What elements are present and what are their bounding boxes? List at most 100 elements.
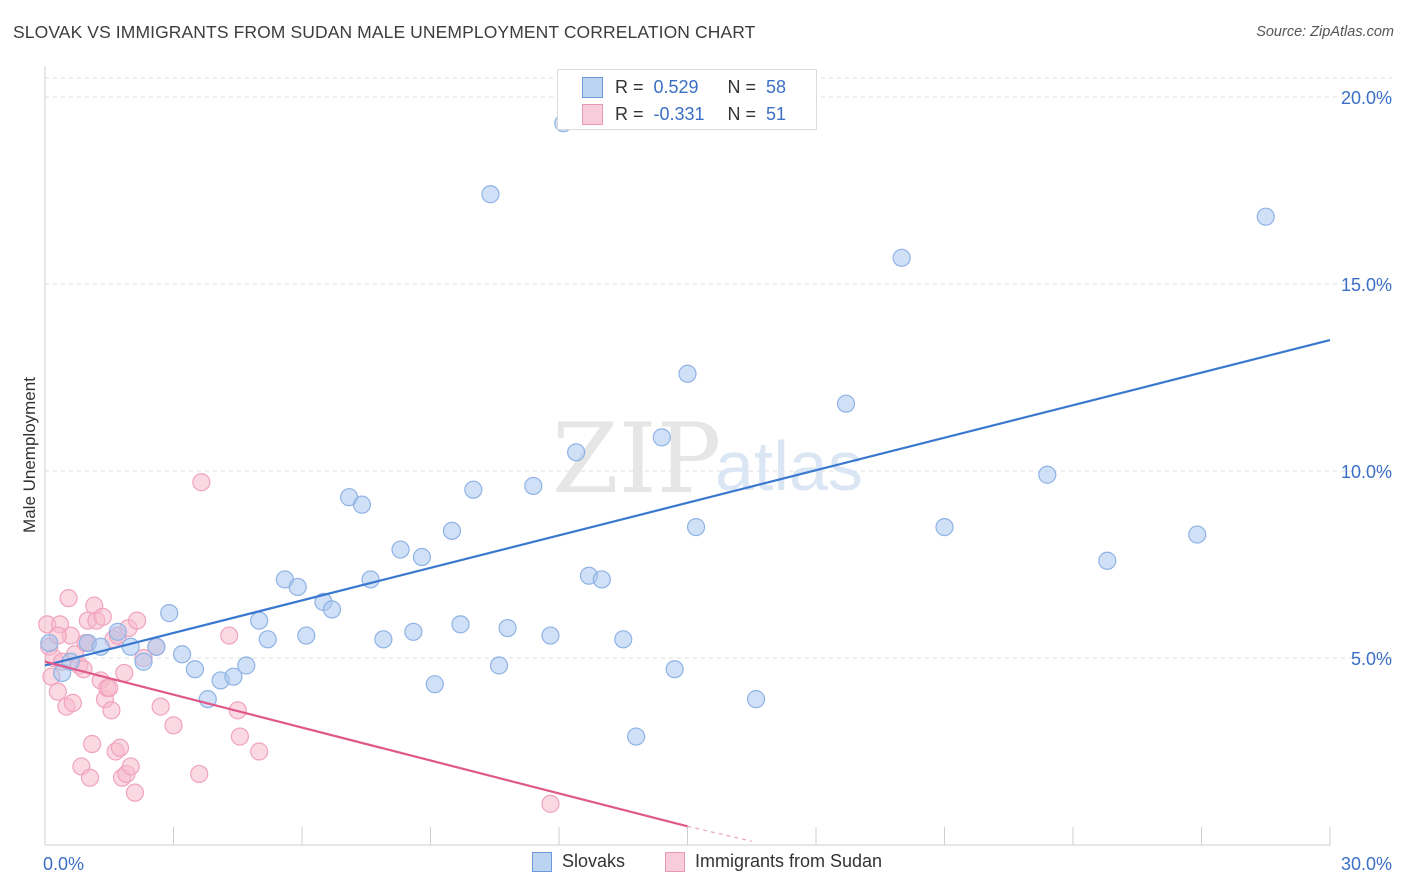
sudan-point xyxy=(190,764,209,784)
legend-row-slovaks: R = 0.529 N = 58 xyxy=(582,74,806,100)
sudan-point xyxy=(121,757,140,776)
series-sudan-points xyxy=(38,473,560,813)
y-tick-label: 5.0% xyxy=(1351,649,1392,669)
slovaks-point xyxy=(352,495,372,514)
sudan-point xyxy=(110,738,130,757)
correlation-legend: R = 0.529 N = 58 R = -0.331 N = 51 xyxy=(557,69,817,130)
slovaks-point xyxy=(489,656,509,675)
grid-lines xyxy=(45,77,1392,659)
sudan-point xyxy=(100,678,119,698)
legend-swatch-slovaks xyxy=(582,76,603,98)
legend-swatch-sudan xyxy=(582,103,603,125)
watermark-atlas: atlas xyxy=(715,427,863,505)
slovaks-point xyxy=(412,547,432,567)
legend-r-label: R = xyxy=(615,76,644,97)
sudan-point xyxy=(80,768,100,787)
sudan-point xyxy=(48,682,67,701)
series-legend-label-sudan: Immigrants from Sudan xyxy=(695,851,883,871)
slovaks-point xyxy=(250,611,269,630)
y-tick-label: 20.0% xyxy=(1341,88,1392,108)
slovaks-point xyxy=(498,618,517,638)
legend-n-label: N = xyxy=(727,76,757,97)
trendline-sudan xyxy=(44,660,688,828)
slovaks-point xyxy=(652,428,671,447)
slovaks-point xyxy=(147,637,166,656)
series-legend-swatch-slovaks xyxy=(532,851,552,872)
slovaks-point xyxy=(464,480,483,499)
slovaks-point xyxy=(1188,525,1207,544)
slovaks-point xyxy=(592,570,611,589)
slovaks-point xyxy=(374,630,393,649)
sudan-point xyxy=(115,663,134,683)
slovaks-point xyxy=(481,185,500,204)
slovaks-point xyxy=(322,600,342,619)
legend-n-value-sudan: 51 xyxy=(766,103,787,124)
slovaks-point xyxy=(160,604,179,623)
legend-n-label: N = xyxy=(727,103,757,124)
slovaks-point xyxy=(224,667,243,686)
slovaks-point xyxy=(258,630,277,649)
series-legend-slovaks[interactable]: Slovaks xyxy=(532,851,625,872)
slovaks-point xyxy=(836,394,856,413)
slovaks-point xyxy=(404,622,423,641)
y-tick-label: 10.0% xyxy=(1341,462,1392,482)
series-legend-sudan[interactable]: Immigrants from Sudan xyxy=(665,851,882,872)
slovaks-point xyxy=(892,248,911,267)
slovaks-point xyxy=(442,521,462,540)
legend-r-value-slovaks: 0.529 xyxy=(653,76,699,97)
slovaks-point xyxy=(935,517,954,537)
legend-r-value-sudan: -0.331 xyxy=(653,103,705,124)
slovaks-point xyxy=(134,652,153,671)
slovaks-point xyxy=(108,622,127,641)
sudan-point xyxy=(63,693,82,712)
slovaks-point xyxy=(686,517,706,537)
slovaks-point xyxy=(1098,551,1117,570)
slovaks-point xyxy=(567,443,586,462)
slovaks-point xyxy=(626,727,646,746)
chart-title: SLOVAK VS IMMIGRANTS FROM SUDAN MALE UNE… xyxy=(13,22,756,42)
x-tick-label-max: 30.0% xyxy=(1341,854,1392,874)
sudan-point xyxy=(93,607,112,626)
slovaks-point xyxy=(237,656,256,675)
sudan-point xyxy=(192,473,211,492)
trendlines xyxy=(44,339,1331,842)
sudan-point xyxy=(230,727,249,746)
axes xyxy=(44,66,1331,846)
sudan-point xyxy=(59,589,78,608)
series-legend-label-slovaks: Slovaks xyxy=(562,851,626,871)
legend-row-sudan: R = -0.331 N = 51 xyxy=(582,101,806,127)
series-legend-swatch-sudan xyxy=(665,851,685,872)
slovaks-point xyxy=(665,660,684,679)
sudan-point xyxy=(250,742,269,761)
x-tick-label-min: 0.0% xyxy=(43,854,84,874)
trendline-sudan-extension xyxy=(687,825,752,842)
trendline-slovaks xyxy=(44,339,1331,667)
source-label: Source: ZipAtlas.com xyxy=(1256,24,1394,40)
slovaks-point xyxy=(391,540,410,559)
sudan-point xyxy=(127,611,147,630)
slovaks-point xyxy=(288,577,307,597)
series-legend: Slovaks Immigrants from Sudan xyxy=(0,851,1406,877)
slovaks-point xyxy=(541,626,560,645)
slovaks-point xyxy=(451,615,470,634)
slovaks-point xyxy=(1038,465,1057,484)
sudan-point xyxy=(220,626,239,645)
slovaks-point xyxy=(425,675,444,694)
slovaks-point xyxy=(678,364,697,383)
slovaks-point xyxy=(185,660,205,679)
slovaks-point xyxy=(297,626,316,645)
slovaks-point xyxy=(121,637,140,656)
slovaks-point xyxy=(614,630,633,649)
slovaks-point xyxy=(746,690,766,709)
y-tick-label: 15.0% xyxy=(1341,275,1392,295)
sudan-point xyxy=(151,697,170,716)
legend-n-value-slovaks: 58 xyxy=(766,76,787,97)
tick-labels: 5.0% 10.0% 15.0% 20.0% 0.0% 30.0% xyxy=(43,88,1392,874)
sudan-point xyxy=(102,701,121,720)
sudan-point xyxy=(125,783,145,802)
sudan-point xyxy=(83,734,102,754)
sudan-point xyxy=(164,716,183,735)
sudan-point xyxy=(541,794,560,813)
slovaks-point xyxy=(172,645,192,664)
